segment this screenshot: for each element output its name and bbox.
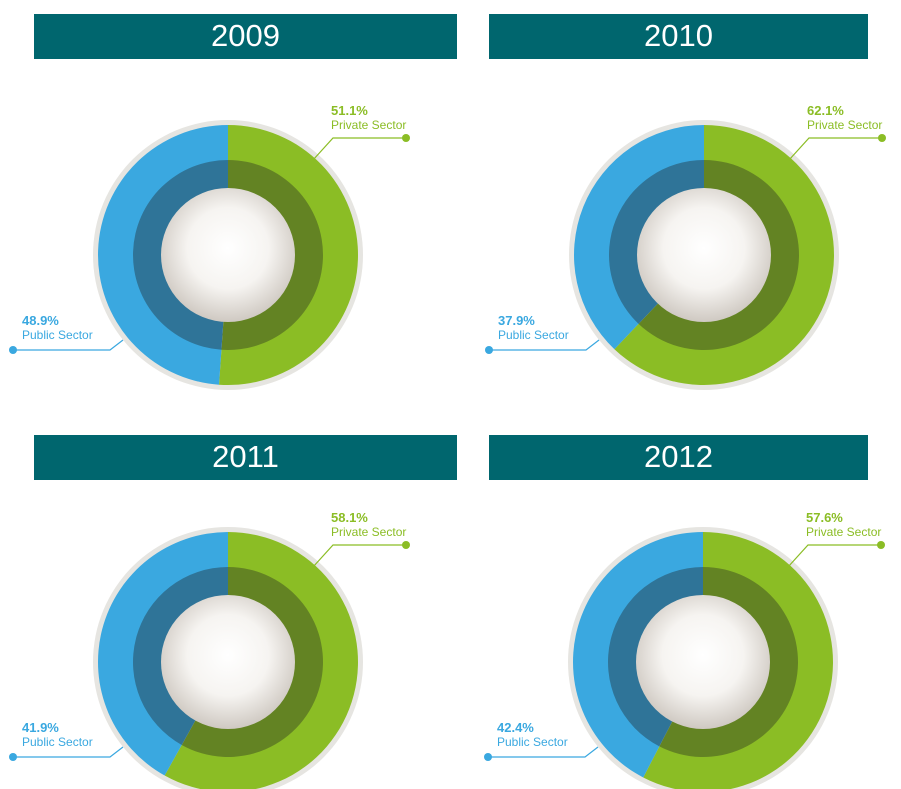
category-label: Private Sector (807, 118, 882, 132)
slice-outer (219, 125, 358, 385)
leader-dot (402, 134, 410, 142)
leader-line (13, 339, 124, 351)
slice-inner (132, 160, 228, 350)
leader-dot (484, 753, 492, 761)
category-label: Private Sector (331, 118, 406, 132)
slice-outer (97, 125, 228, 385)
leader-dot (878, 134, 886, 142)
slice-outer (572, 532, 703, 778)
category-label: Public Sector (22, 328, 93, 342)
slice-inner (607, 567, 703, 747)
slice-inner (638, 160, 799, 350)
value-label: 57.6% (806, 510, 843, 525)
leader-line (13, 746, 124, 758)
leader-dot (877, 541, 885, 549)
value-label: 37.9% (498, 313, 535, 328)
chart-title: 2011 (212, 439, 279, 474)
slice-inner (659, 567, 798, 757)
slice-outer (164, 532, 358, 789)
header-bar (34, 435, 457, 480)
value-label: 48.9% (22, 313, 59, 328)
slice-inner (132, 567, 228, 745)
chart-title: 2012 (644, 439, 713, 474)
header-bar (489, 435, 868, 480)
value-label: 62.1% (807, 103, 844, 118)
category-label: Public Sector (498, 328, 569, 342)
leader-line (488, 746, 599, 758)
slice-inner (221, 160, 323, 350)
donut-chart: 2010 62.1%Private Sector 37.9%Public Secto… (485, 14, 886, 390)
leader-dot (402, 541, 410, 549)
leader-line (489, 339, 600, 351)
slice-outer (643, 532, 833, 789)
leader-line (312, 544, 406, 568)
value-label: 42.4% (497, 720, 534, 735)
slice-outer (573, 124, 704, 350)
leader-dot (9, 346, 17, 354)
leader-dot (485, 346, 493, 354)
header-bar (34, 14, 457, 59)
chart-title: 2009 (211, 18, 280, 53)
slice-inner (609, 160, 704, 324)
leader-line (787, 544, 881, 568)
leader-line (788, 137, 882, 161)
leader-line (312, 137, 406, 161)
value-label: 58.1% (331, 510, 368, 525)
donut-chart: 2012 57.6%Private Sector 42.4%Public Secto… (484, 435, 885, 789)
donut-hole (161, 188, 295, 322)
value-label: 51.1% (331, 103, 368, 118)
value-label: 41.9% (22, 720, 59, 735)
leader-dot (9, 753, 17, 761)
category-label: Private Sector (331, 525, 406, 539)
donut-hole (636, 595, 770, 729)
donut-hole (161, 595, 295, 729)
category-label: Public Sector (22, 735, 93, 749)
header-bar (489, 14, 868, 59)
category-label: Private Sector (806, 525, 881, 539)
slice-outer (98, 532, 229, 776)
slice-outer (614, 125, 834, 385)
donut-hole (637, 188, 771, 322)
donut-chart: 2009 51.1%Private Sector 48.9%Public Secto… (9, 14, 457, 390)
category-label: Public Sector (497, 735, 568, 749)
slice-inner (181, 567, 323, 758)
chart-title: 2010 (644, 18, 713, 53)
donut-chart: 2011 58.1%Private Sector 41.9%Public Secto… (9, 435, 457, 789)
